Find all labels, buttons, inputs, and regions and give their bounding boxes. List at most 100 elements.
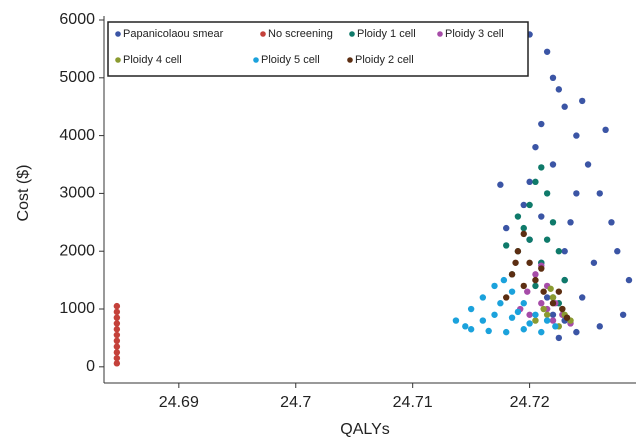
y-tick-label: 5000	[59, 69, 95, 86]
legend-label: Ploidy 4 cell	[123, 54, 182, 66]
point	[113, 320, 121, 327]
point	[579, 294, 586, 301]
point	[526, 236, 533, 243]
point	[113, 331, 121, 339]
point	[538, 164, 545, 171]
point	[559, 305, 566, 313]
point	[532, 276, 539, 284]
legend-label: Ploidy 3 cell	[445, 28, 504, 40]
legend-marker	[347, 57, 353, 63]
point	[573, 132, 580, 139]
point	[561, 276, 568, 284]
x-tick-label: 24.69	[159, 394, 199, 411]
point	[567, 219, 574, 226]
point	[514, 308, 522, 316]
y-tick-label: 4000	[59, 127, 95, 144]
point	[503, 242, 510, 249]
point	[503, 224, 510, 232]
point	[520, 282, 527, 290]
point	[540, 288, 547, 295]
y-axis-label: Cost ($)	[15, 165, 32, 222]
point	[526, 320, 533, 327]
point	[520, 224, 527, 232]
point	[512, 259, 519, 266]
legend-marker	[253, 57, 259, 63]
point	[485, 327, 492, 335]
point	[555, 86, 563, 93]
point	[503, 294, 510, 301]
point	[113, 302, 121, 310]
point	[532, 271, 539, 278]
series-points	[452, 276, 559, 336]
point	[538, 120, 545, 128]
point	[579, 97, 586, 105]
point	[543, 311, 551, 318]
point	[113, 314, 121, 321]
point	[549, 300, 557, 307]
point	[514, 248, 522, 255]
point	[596, 323, 603, 330]
point	[608, 219, 615, 226]
point	[524, 288, 531, 295]
point	[520, 201, 527, 209]
point	[479, 317, 487, 324]
point	[508, 288, 516, 295]
point	[614, 248, 621, 255]
point	[561, 248, 568, 255]
point	[532, 143, 539, 151]
point	[540, 305, 547, 313]
point	[532, 282, 539, 290]
point	[497, 181, 504, 188]
point	[452, 317, 460, 324]
point	[479, 294, 487, 301]
point	[549, 311, 557, 318]
x-tick-label: 24.7	[280, 394, 311, 411]
point	[552, 323, 559, 330]
point	[520, 326, 527, 333]
point	[526, 201, 533, 209]
legend-label: Ploidy 2 cell	[355, 54, 414, 66]
point	[532, 178, 539, 186]
x-axis-label: QALYs	[340, 421, 390, 438]
point	[555, 248, 563, 255]
legend-marker	[115, 57, 121, 63]
y-tick-label: 0	[86, 358, 95, 375]
point	[113, 326, 121, 333]
point	[543, 190, 551, 197]
point	[590, 259, 598, 266]
point	[625, 276, 633, 284]
point	[573, 328, 580, 336]
point	[549, 161, 557, 168]
point	[467, 305, 475, 313]
point	[538, 213, 545, 220]
point	[532, 311, 539, 318]
point	[113, 343, 121, 350]
point	[497, 300, 504, 307]
point	[508, 271, 516, 278]
point	[538, 265, 545, 272]
point	[555, 288, 563, 295]
point	[538, 328, 545, 336]
legend-label: Ploidy 5 cell	[261, 54, 320, 66]
point	[543, 48, 551, 55]
point	[549, 294, 557, 301]
point	[543, 236, 551, 243]
point	[113, 308, 121, 316]
series-points	[503, 164, 568, 307]
point	[503, 328, 510, 336]
point	[467, 326, 475, 333]
point	[573, 190, 580, 197]
legend-label: Papanicolaou smear	[123, 28, 224, 40]
point	[532, 317, 539, 324]
point	[113, 337, 121, 345]
point	[543, 294, 551, 301]
point	[526, 259, 533, 266]
point	[500, 276, 508, 284]
series-points	[497, 31, 633, 342]
legend-label: Ploidy 1 cell	[357, 28, 416, 40]
point	[538, 300, 545, 307]
point	[526, 311, 533, 318]
point	[584, 161, 592, 168]
point	[619, 311, 627, 318]
